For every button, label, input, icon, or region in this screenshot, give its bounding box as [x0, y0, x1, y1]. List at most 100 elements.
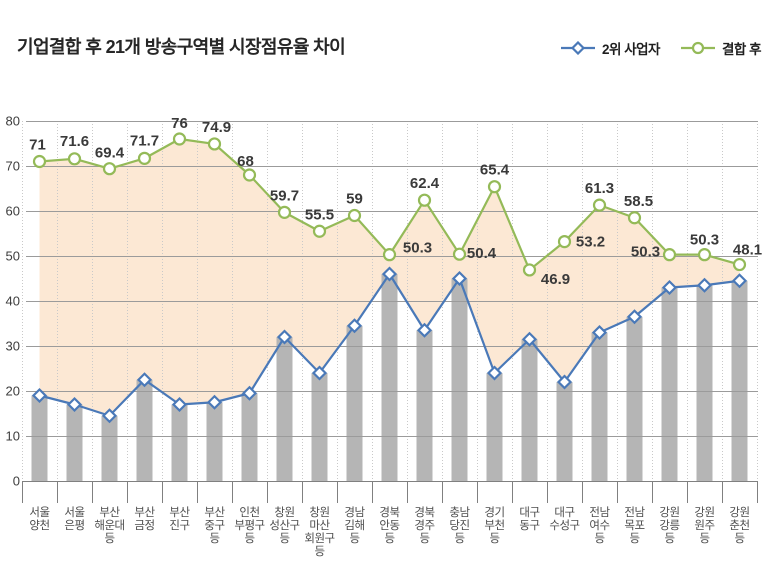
circle-marker — [697, 248, 712, 262]
data-label: 61.3 — [585, 180, 614, 197]
data-label: 65.4 — [480, 162, 510, 179]
chart-header: 기업결합 후 21개 방송구역별 시장점유율 차이 2위 사업자 결합 후 — [0, 0, 768, 70]
data-label: 71 — [29, 137, 46, 154]
data-label: 74.9 — [202, 119, 231, 136]
x-category-label: 경남 김해 등 — [344, 505, 365, 545]
y-tick-label: 40 — [6, 294, 20, 309]
diamond-marker — [381, 266, 398, 282]
x-category-label: 강원 원주 등 — [694, 505, 714, 545]
data-label: 53.2 — [576, 234, 605, 251]
bar — [696, 285, 713, 481]
y-tick-label: 30 — [6, 339, 20, 354]
diamond-marker — [66, 396, 83, 413]
bar — [31, 395, 48, 481]
bar — [346, 325, 363, 481]
y-tick-label: 20 — [6, 384, 20, 399]
y-tick-label: 0 — [13, 474, 20, 489]
data-label: 48.1 — [733, 242, 762, 259]
data-label: 68 — [237, 153, 254, 170]
chart-legend: 2위 사업자 결합 후 — [560, 38, 762, 58]
data-label: 76 — [171, 115, 188, 132]
diamond-marker — [626, 309, 643, 325]
x-category-label: 강원 춘천 등 — [729, 505, 749, 545]
x-category-label: 부산 진구 — [169, 506, 190, 532]
x-category-label: 창원 마산 회원구 등 — [304, 505, 334, 558]
circle-marker — [662, 248, 677, 262]
diamond-marker — [136, 372, 153, 388]
legend-item-post-merger: 결합 후 — [680, 38, 762, 58]
circle-marker — [382, 248, 397, 262]
x-category-label: 대구 동구 — [519, 506, 539, 532]
data-label: 55.5 — [305, 206, 334, 223]
diamond-marker — [101, 408, 118, 424]
diamond-marker — [486, 365, 503, 381]
bar — [521, 339, 538, 481]
circle-marker — [557, 235, 572, 249]
x-category-label: 강원 강릉 등 — [659, 505, 679, 545]
circle-marker — [487, 180, 502, 194]
x-category-label: 창원 성산구 등 — [269, 505, 299, 545]
bar — [241, 393, 258, 481]
diamond-marker — [451, 270, 468, 287]
data-label: 62.4 — [410, 175, 440, 192]
circle-marker — [32, 154, 47, 169]
data-label: 71.7 — [130, 132, 159, 149]
x-category-label: 서울 은평 — [64, 506, 84, 532]
diamond-marker — [171, 396, 188, 413]
x-category-label: 경북 경주 등 — [414, 505, 434, 545]
legend-label-post-merger: 결합 후 — [721, 42, 762, 57]
diamond-marker — [31, 387, 48, 404]
bar — [136, 379, 153, 481]
bar — [66, 404, 83, 481]
diamond-marker — [731, 273, 748, 289]
bar — [416, 330, 433, 481]
diamond-marker — [556, 374, 573, 390]
diamond-marker — [521, 331, 538, 347]
circle-marker — [242, 168, 257, 182]
data-label: 59.7 — [270, 187, 299, 204]
circle-marker — [347, 208, 362, 223]
circle-marker — [172, 132, 187, 146]
data-label: 50.4 — [467, 245, 497, 262]
circle-marker — [67, 152, 82, 166]
x-category-label: 경기 부천 등 — [484, 505, 504, 545]
bar — [731, 280, 748, 481]
circle-marker — [452, 247, 467, 261]
data-label: 71.6 — [60, 133, 89, 150]
x-category-label: 대구 수성구 — [549, 506, 579, 532]
data-label: 50.3 — [690, 232, 719, 249]
bar — [626, 316, 643, 481]
bar — [206, 402, 223, 481]
y-tick-label: 70 — [6, 159, 20, 174]
circle-marker — [137, 151, 152, 165]
circle-marker — [277, 205, 292, 219]
y-tick-label: 10 — [6, 429, 20, 444]
bar — [101, 415, 118, 481]
data-label: 50.3 — [403, 240, 432, 257]
y-tick-label: 80 — [6, 114, 20, 129]
bar — [591, 332, 608, 481]
bar — [486, 373, 503, 481]
diamond-marker — [206, 394, 223, 410]
diamond-marker — [241, 385, 258, 401]
circle-marker — [627, 211, 642, 225]
bar — [661, 287, 678, 481]
data-label: 58.5 — [624, 193, 653, 210]
diamond-marker — [696, 277, 713, 293]
circle-marker — [522, 263, 537, 277]
bar — [311, 373, 328, 481]
x-category-label: 전남 여수 등 — [589, 506, 610, 545]
bar — [381, 274, 398, 481]
data-label: 46.9 — [541, 271, 570, 288]
data-label: 69.4 — [95, 145, 125, 162]
chart-title: 기업결합 후 21개 방송구역별 시장점유율 차이 — [17, 37, 346, 57]
diamond-marker — [661, 279, 678, 296]
bar — [451, 278, 468, 481]
legend-item-second-operator: 2위 사업자 — [560, 38, 660, 58]
diamond-marker — [416, 322, 433, 338]
x-category-label: 서울 양천 — [29, 506, 49, 532]
y-tick-label: 50 — [6, 249, 20, 264]
x-category-label: 전남 목포 등 — [624, 506, 645, 545]
x-category-label: 경북 안동 등 — [379, 505, 399, 545]
diamond-marker — [591, 324, 608, 341]
